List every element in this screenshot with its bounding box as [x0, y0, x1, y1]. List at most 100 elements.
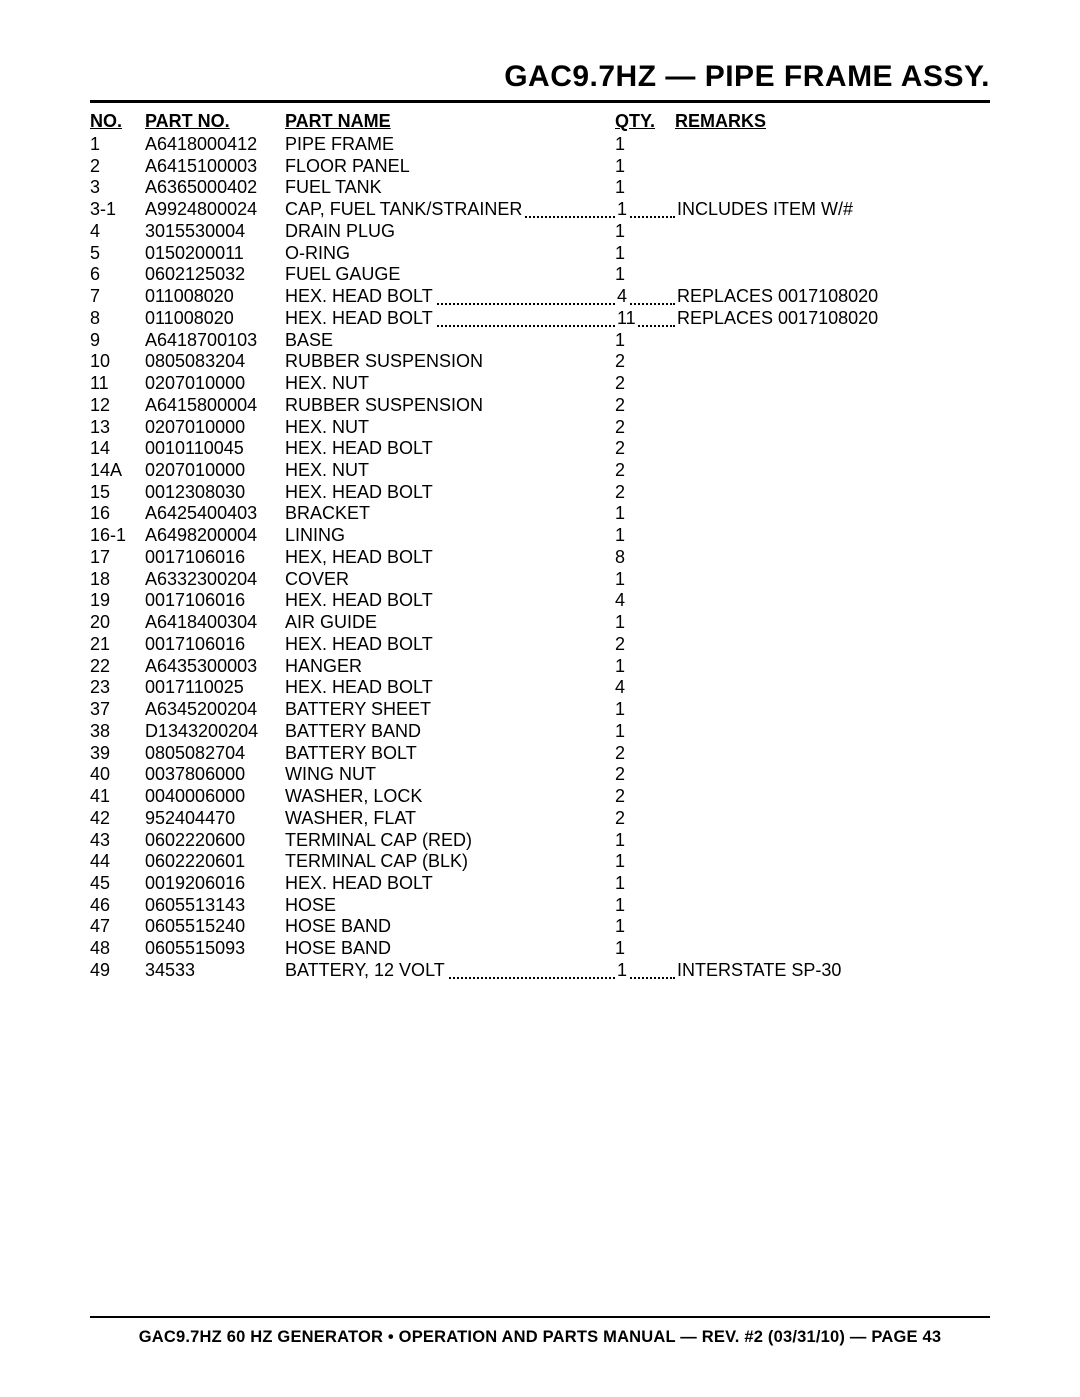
table-row: 38D1343200204BATTERY BAND1	[90, 721, 990, 743]
cell-no: 47	[90, 916, 145, 938]
table-row: 440602220601TERMINAL CAP (BLK)1	[90, 851, 990, 873]
table-row: 3-1A9924800024CAP, FUEL TANK/STRAINER1IN…	[90, 199, 990, 221]
cell-no: 37	[90, 699, 145, 721]
cell-remarks	[675, 482, 990, 504]
cell-remarks	[675, 351, 990, 373]
cell-qty: 1	[615, 851, 675, 873]
cell-qty: 1	[615, 264, 675, 286]
cell-no: 23	[90, 677, 145, 699]
cell-remarks	[675, 460, 990, 482]
cell-partname: HEX. HEAD BOLT	[285, 590, 615, 612]
cell-partname: HEX. HEAD BOLT	[285, 308, 615, 330]
cell-qty: 1	[615, 895, 675, 917]
cell-qty: 2	[615, 460, 675, 482]
cell-remarks	[675, 438, 990, 460]
cell-partname: CAP, FUEL TANK/STRAINER	[285, 199, 615, 221]
cell-partname: RUBBER SUSPENSION	[285, 351, 615, 373]
cell-partname: TERMINAL CAP (BLK)	[285, 851, 615, 873]
cell-partno: A6418400304	[145, 612, 285, 634]
cell-partname: FUEL TANK	[285, 177, 615, 199]
cell-remarks: INTERSTATE SP-30	[675, 960, 990, 982]
table-row: 2A6415100003FLOOR PANEL1	[90, 156, 990, 178]
cell-partno: 0017106016	[145, 547, 285, 569]
cell-remarks	[675, 916, 990, 938]
col-header-qty: QTY.	[615, 111, 675, 134]
cell-remarks	[675, 938, 990, 960]
cell-partno: 0207010000	[145, 460, 285, 482]
cell-partno: 0805083204	[145, 351, 285, 373]
cell-partno: 0207010000	[145, 373, 285, 395]
table-row: 140010110045HEX. HEAD BOLT2	[90, 438, 990, 460]
cell-partno: A6345200204	[145, 699, 285, 721]
cell-partname: BRACKET	[285, 503, 615, 525]
table-row: 16A6425400403BRACKET1	[90, 503, 990, 525]
cell-partname: TERMINAL CAP (RED)	[285, 830, 615, 852]
cell-qty: 11	[615, 308, 675, 330]
cell-partno: A6332300204	[145, 569, 285, 591]
cell-qty: 1	[615, 830, 675, 852]
cell-qty: 4	[615, 590, 675, 612]
cell-remarks	[675, 699, 990, 721]
cell-partno: A6425400403	[145, 503, 285, 525]
cell-partno: 0010110045	[145, 438, 285, 460]
cell-no: 20	[90, 612, 145, 634]
cell-no: 45	[90, 873, 145, 895]
cell-remarks	[675, 721, 990, 743]
cell-remarks	[675, 873, 990, 895]
cell-remarks	[675, 330, 990, 352]
table-header-row: NO. PART NO. PART NAME QTY. REMARKS	[90, 111, 990, 134]
table-row: 1A6418000412PIPE FRAME1	[90, 134, 990, 156]
cell-partno: 0207010000	[145, 417, 285, 439]
table-row: 9A6418700103BASE1	[90, 330, 990, 352]
cell-partno: 0605515093	[145, 938, 285, 960]
cell-partname: O-RING	[285, 243, 615, 265]
cell-qty: 2	[615, 395, 675, 417]
table-row: 390805082704BATTERY BOLT2	[90, 743, 990, 765]
table-row: 100805083204RUBBER SUSPENSION2	[90, 351, 990, 373]
cell-qty: 1	[615, 873, 675, 895]
cell-no: 13	[90, 417, 145, 439]
cell-partname: BATTERY, 12 VOLT	[285, 960, 615, 982]
cell-no: 14	[90, 438, 145, 460]
cell-partname: BASE	[285, 330, 615, 352]
cell-no: 22	[90, 656, 145, 678]
table-row: 14A0207010000HEX. NUT2	[90, 460, 990, 482]
cell-qty: 1	[615, 721, 675, 743]
cell-remarks	[675, 895, 990, 917]
cell-partno: D1343200204	[145, 721, 285, 743]
cell-qty: 1	[615, 699, 675, 721]
cell-qty: 2	[615, 634, 675, 656]
cell-partno: 34533	[145, 960, 285, 982]
cell-partno: 0602220600	[145, 830, 285, 852]
cell-no: 14A	[90, 460, 145, 482]
cell-qty: 2	[615, 482, 675, 504]
cell-no: 43	[90, 830, 145, 852]
cell-no: 46	[90, 895, 145, 917]
table-row: 37A6345200204BATTERY SHEET1	[90, 699, 990, 721]
cell-no: 9	[90, 330, 145, 352]
cell-partname: HEX. HEAD BOLT	[285, 873, 615, 895]
cell-qty: 1	[615, 156, 675, 178]
cell-partname: HEX. NUT	[285, 373, 615, 395]
cell-partno: 0602125032	[145, 264, 285, 286]
col-header-no: NO.	[90, 111, 145, 134]
cell-no: 39	[90, 743, 145, 765]
cell-remarks	[675, 156, 990, 178]
cell-remarks	[675, 634, 990, 656]
cell-remarks	[675, 808, 990, 830]
table-row: 12A6415800004RUBBER SUSPENSION2	[90, 395, 990, 417]
cell-partname: HEX. HEAD BOLT	[285, 634, 615, 656]
cell-qty: 1	[615, 503, 675, 525]
cell-no: 16-1	[90, 525, 145, 547]
table-row: 43015530004DRAIN PLUG1	[90, 221, 990, 243]
cell-partname: FUEL GAUGE	[285, 264, 615, 286]
cell-qty: 2	[615, 438, 675, 460]
cell-remarks	[675, 134, 990, 156]
table-row: 230017110025HEX. HEAD BOLT4	[90, 677, 990, 699]
cell-partno: 0019206016	[145, 873, 285, 895]
table-row: 50150200011O-RING1	[90, 243, 990, 265]
cell-partname: HEX. HEAD BOLT	[285, 438, 615, 460]
cell-remarks	[675, 525, 990, 547]
cell-remarks	[675, 503, 990, 525]
cell-partno: 0605513143	[145, 895, 285, 917]
